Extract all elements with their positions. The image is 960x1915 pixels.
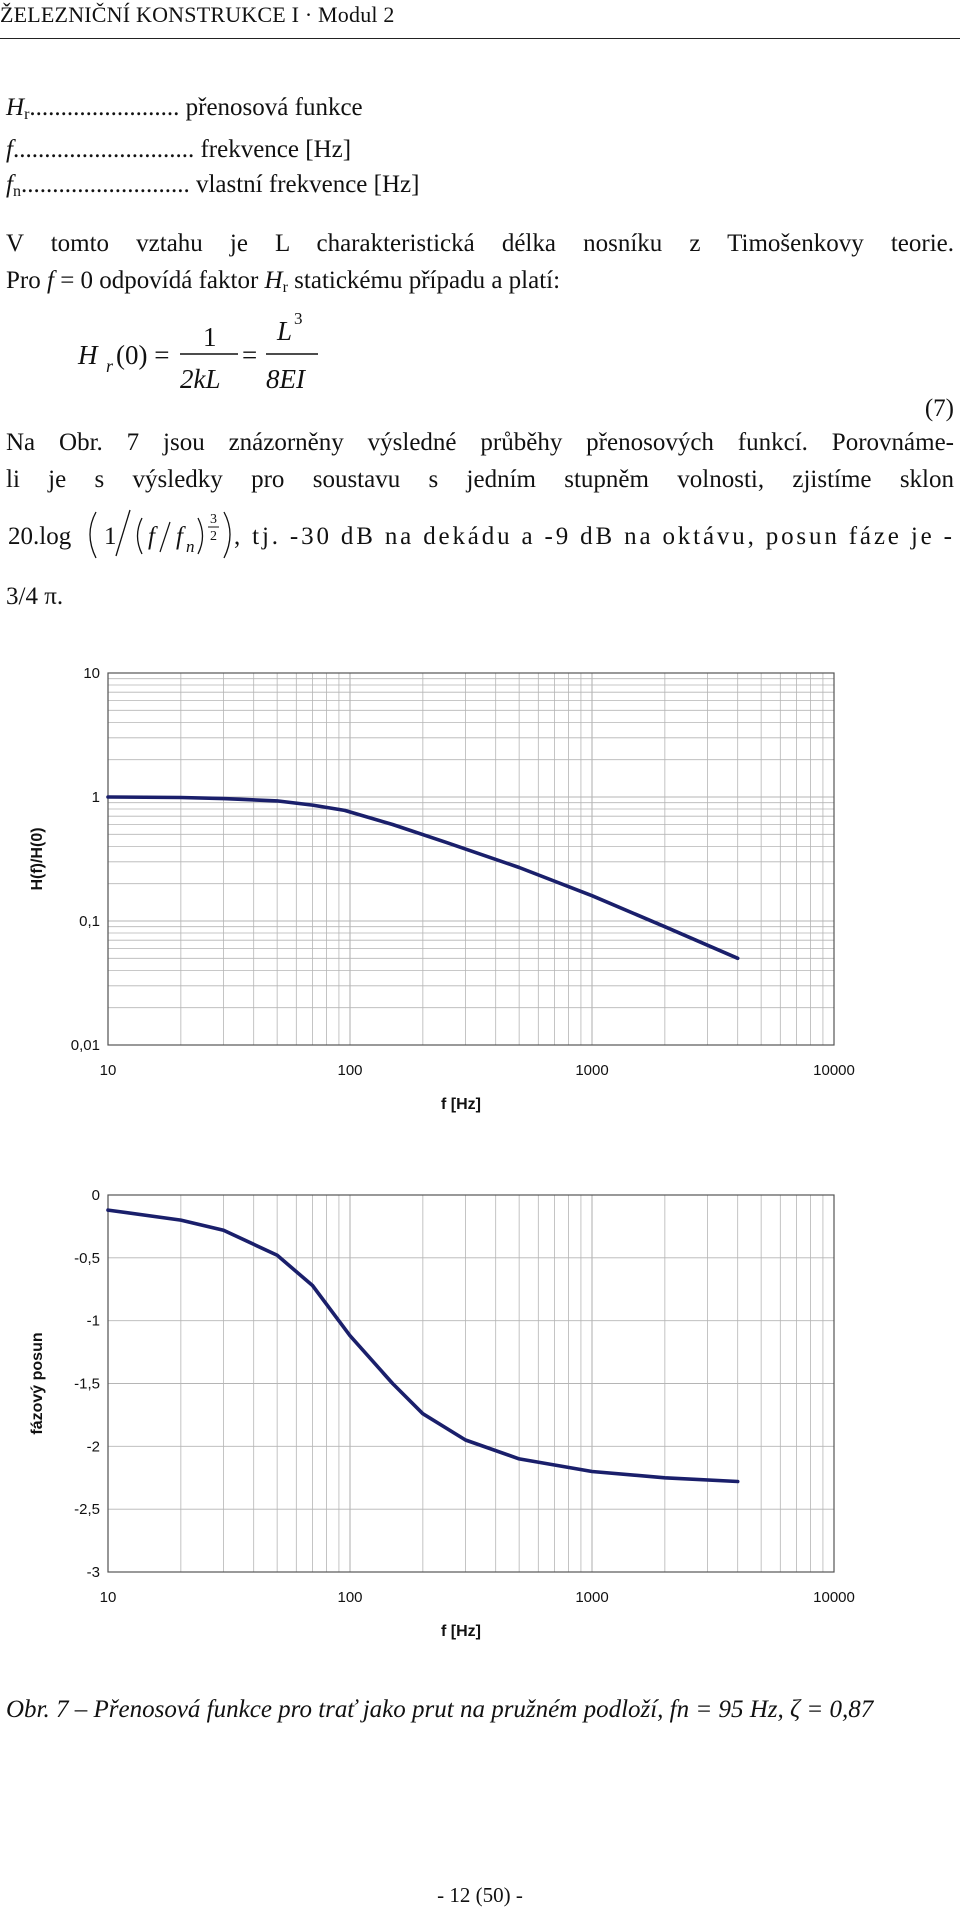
paren-inner-left xyxy=(136,517,143,555)
formula-fn: f xyxy=(176,523,186,550)
paragraph-line: V tomto vztahu je L charakteristická dél… xyxy=(6,230,954,257)
x-tick-label: 10000 xyxy=(813,1589,855,1606)
y-tick-label: -3 xyxy=(87,1564,100,1581)
x-tick-label: 100 xyxy=(337,1062,362,1079)
eq-frac2-num: L xyxy=(276,316,292,346)
formula-one: 1 xyxy=(104,523,117,550)
x-tick-label: 1000 xyxy=(575,1062,608,1079)
symbol-f: f xyxy=(46,267,54,294)
slash-inner xyxy=(159,521,171,553)
definition-row: Hr........................ přenosová fun… xyxy=(6,90,419,132)
def-symbol: H xyxy=(6,94,25,121)
text-run: = 0 odpovídá faktor xyxy=(53,267,265,294)
formula-exp-den: 2 xyxy=(210,529,217,544)
def-symbol: f xyxy=(6,136,13,163)
eq-frac1-num: 1 xyxy=(203,322,217,352)
eq-frac2-den: 8EI xyxy=(266,364,307,394)
eq-lhs-sub: r xyxy=(106,356,114,376)
equation-number: (7) xyxy=(925,395,954,422)
formula-line-post: , tj. -30 dB na dekádu a -9 dB na oktávu… xyxy=(234,523,952,550)
formula-exp-num: 3 xyxy=(210,512,217,527)
text-run: statickému případu a platí: xyxy=(287,267,561,294)
eq-equals: = xyxy=(242,340,257,370)
formula-fn-sub: n xyxy=(186,537,195,556)
magnitude-chart: 10 100 1000 10000 10 1 0,1 0,01 f [Hz] H(f)/H(0) xyxy=(0,655,960,1120)
symbol-h: H xyxy=(264,267,283,294)
phase-chart: 10 100 1000 10000 0 -0,5 -1 -1,5 -2 -2,5 -3 f [Hz] f… xyxy=(0,1180,960,1655)
def-text: vlastní frekvence [Hz] xyxy=(195,171,420,198)
def-dots: ........................... xyxy=(20,171,190,198)
plot-area xyxy=(108,673,834,1045)
definition-row: fn........................... vlastní fr… xyxy=(6,167,419,209)
symbol-sub: r xyxy=(282,279,288,296)
x-tick-label: 10000 xyxy=(813,1062,855,1079)
series-line xyxy=(106,1208,740,1484)
y-tick-label: 0,01 xyxy=(71,1037,100,1054)
magnitude-chart-svg: 10 100 1000 10000 10 1 0,1 0,01 f [Hz] H(f)/H(0) xyxy=(29,665,855,1113)
x-axis-label: f [Hz] xyxy=(441,1623,481,1640)
def-sub: n xyxy=(12,183,21,200)
def-dots: ........................ xyxy=(29,94,180,121)
y-tick-label: -2,5 xyxy=(74,1501,100,1518)
paren-left xyxy=(89,511,97,559)
def-text: přenosová funkce xyxy=(185,94,363,121)
def-dots: ............................. xyxy=(12,136,195,163)
series-line xyxy=(106,795,740,961)
x-tick-label: 100 xyxy=(337,1589,362,1606)
def-sub: r xyxy=(24,106,30,123)
x-tick-label: 10 xyxy=(100,1062,117,1079)
text-run: Pro xyxy=(6,267,47,294)
paren-right xyxy=(223,511,231,559)
paragraph-2-end: 3/4 π. xyxy=(6,583,64,610)
y-tick-label: -0,5 xyxy=(74,1250,100,1267)
def-text: frekvence [Hz] xyxy=(200,136,352,163)
y-tick-label: -1 xyxy=(87,1313,100,1330)
x-tick-label: 1000 xyxy=(575,1589,608,1606)
y-tick-label: -1,5 xyxy=(74,1376,100,1393)
paragraph-2: Na Obr. 7 jsou znázorněny výsledné průbě… xyxy=(6,424,954,498)
y-axis-label: H(f)/H(0) xyxy=(29,827,46,890)
formula-f: f xyxy=(148,523,158,550)
paragraph-line: Na Obr. 7 jsou znázorněny výsledné průbě… xyxy=(6,429,954,456)
eq-lhs: H xyxy=(77,340,99,370)
symbol-definitions: Hr........................ přenosová fun… xyxy=(6,90,419,209)
definition-row: f............................. frekvence… xyxy=(6,132,419,167)
y-axis-label: fázový posun xyxy=(29,1332,46,1434)
running-header: ŽELEZNIČNÍ KONSTRUKCE I · Modul 2 xyxy=(0,2,395,27)
formula-prefix: 20.log xyxy=(8,523,72,550)
eq-frac2-sup: 3 xyxy=(294,309,303,328)
plot-frame xyxy=(107,672,835,1046)
phase-chart-svg: 10 100 1000 10000 0 -0,5 -1 -1,5 -2 -2,5 -3 f [Hz] f… xyxy=(29,1187,855,1640)
header-rule xyxy=(0,38,960,39)
equation-7: H r (0) = 1 2kL = L 3 8EI (7) xyxy=(77,309,954,422)
slope-formula-line: 20.log 1 f f n 3 2 , tj. -30 dB na dekád… xyxy=(8,509,952,559)
y-tick-label: 10 xyxy=(83,665,100,682)
plot-frame xyxy=(107,1194,835,1573)
eq-arg: (0) = xyxy=(116,340,169,370)
paragraph-line: Pro f = 0 odpovídá faktor Hr statickému … xyxy=(6,262,954,306)
x-axis-label: f [Hz] xyxy=(441,1096,481,1113)
y-tick-label: -2 xyxy=(87,1438,100,1455)
y-tick-label: 0,1 xyxy=(79,913,100,930)
eq-frac1-den: 2kL xyxy=(180,364,221,394)
figure-caption: Obr. 7 – Přenosová funkce pro trať jako … xyxy=(6,1696,874,1723)
paren-inner-right xyxy=(197,517,204,555)
x-tick-label: 10 xyxy=(100,1589,117,1606)
page-number: - 12 (50) - xyxy=(437,1883,523,1907)
y-tick-label: 0 xyxy=(92,1187,100,1204)
paragraph-line: li je s výsledky pro soustavu s jedním s… xyxy=(6,466,954,493)
slash xyxy=(115,509,131,557)
y-tick-label: 1 xyxy=(92,789,100,806)
paragraph-1: V tomto vztahu je L charakteristická dél… xyxy=(6,225,954,306)
def-symbol: f xyxy=(6,171,13,198)
